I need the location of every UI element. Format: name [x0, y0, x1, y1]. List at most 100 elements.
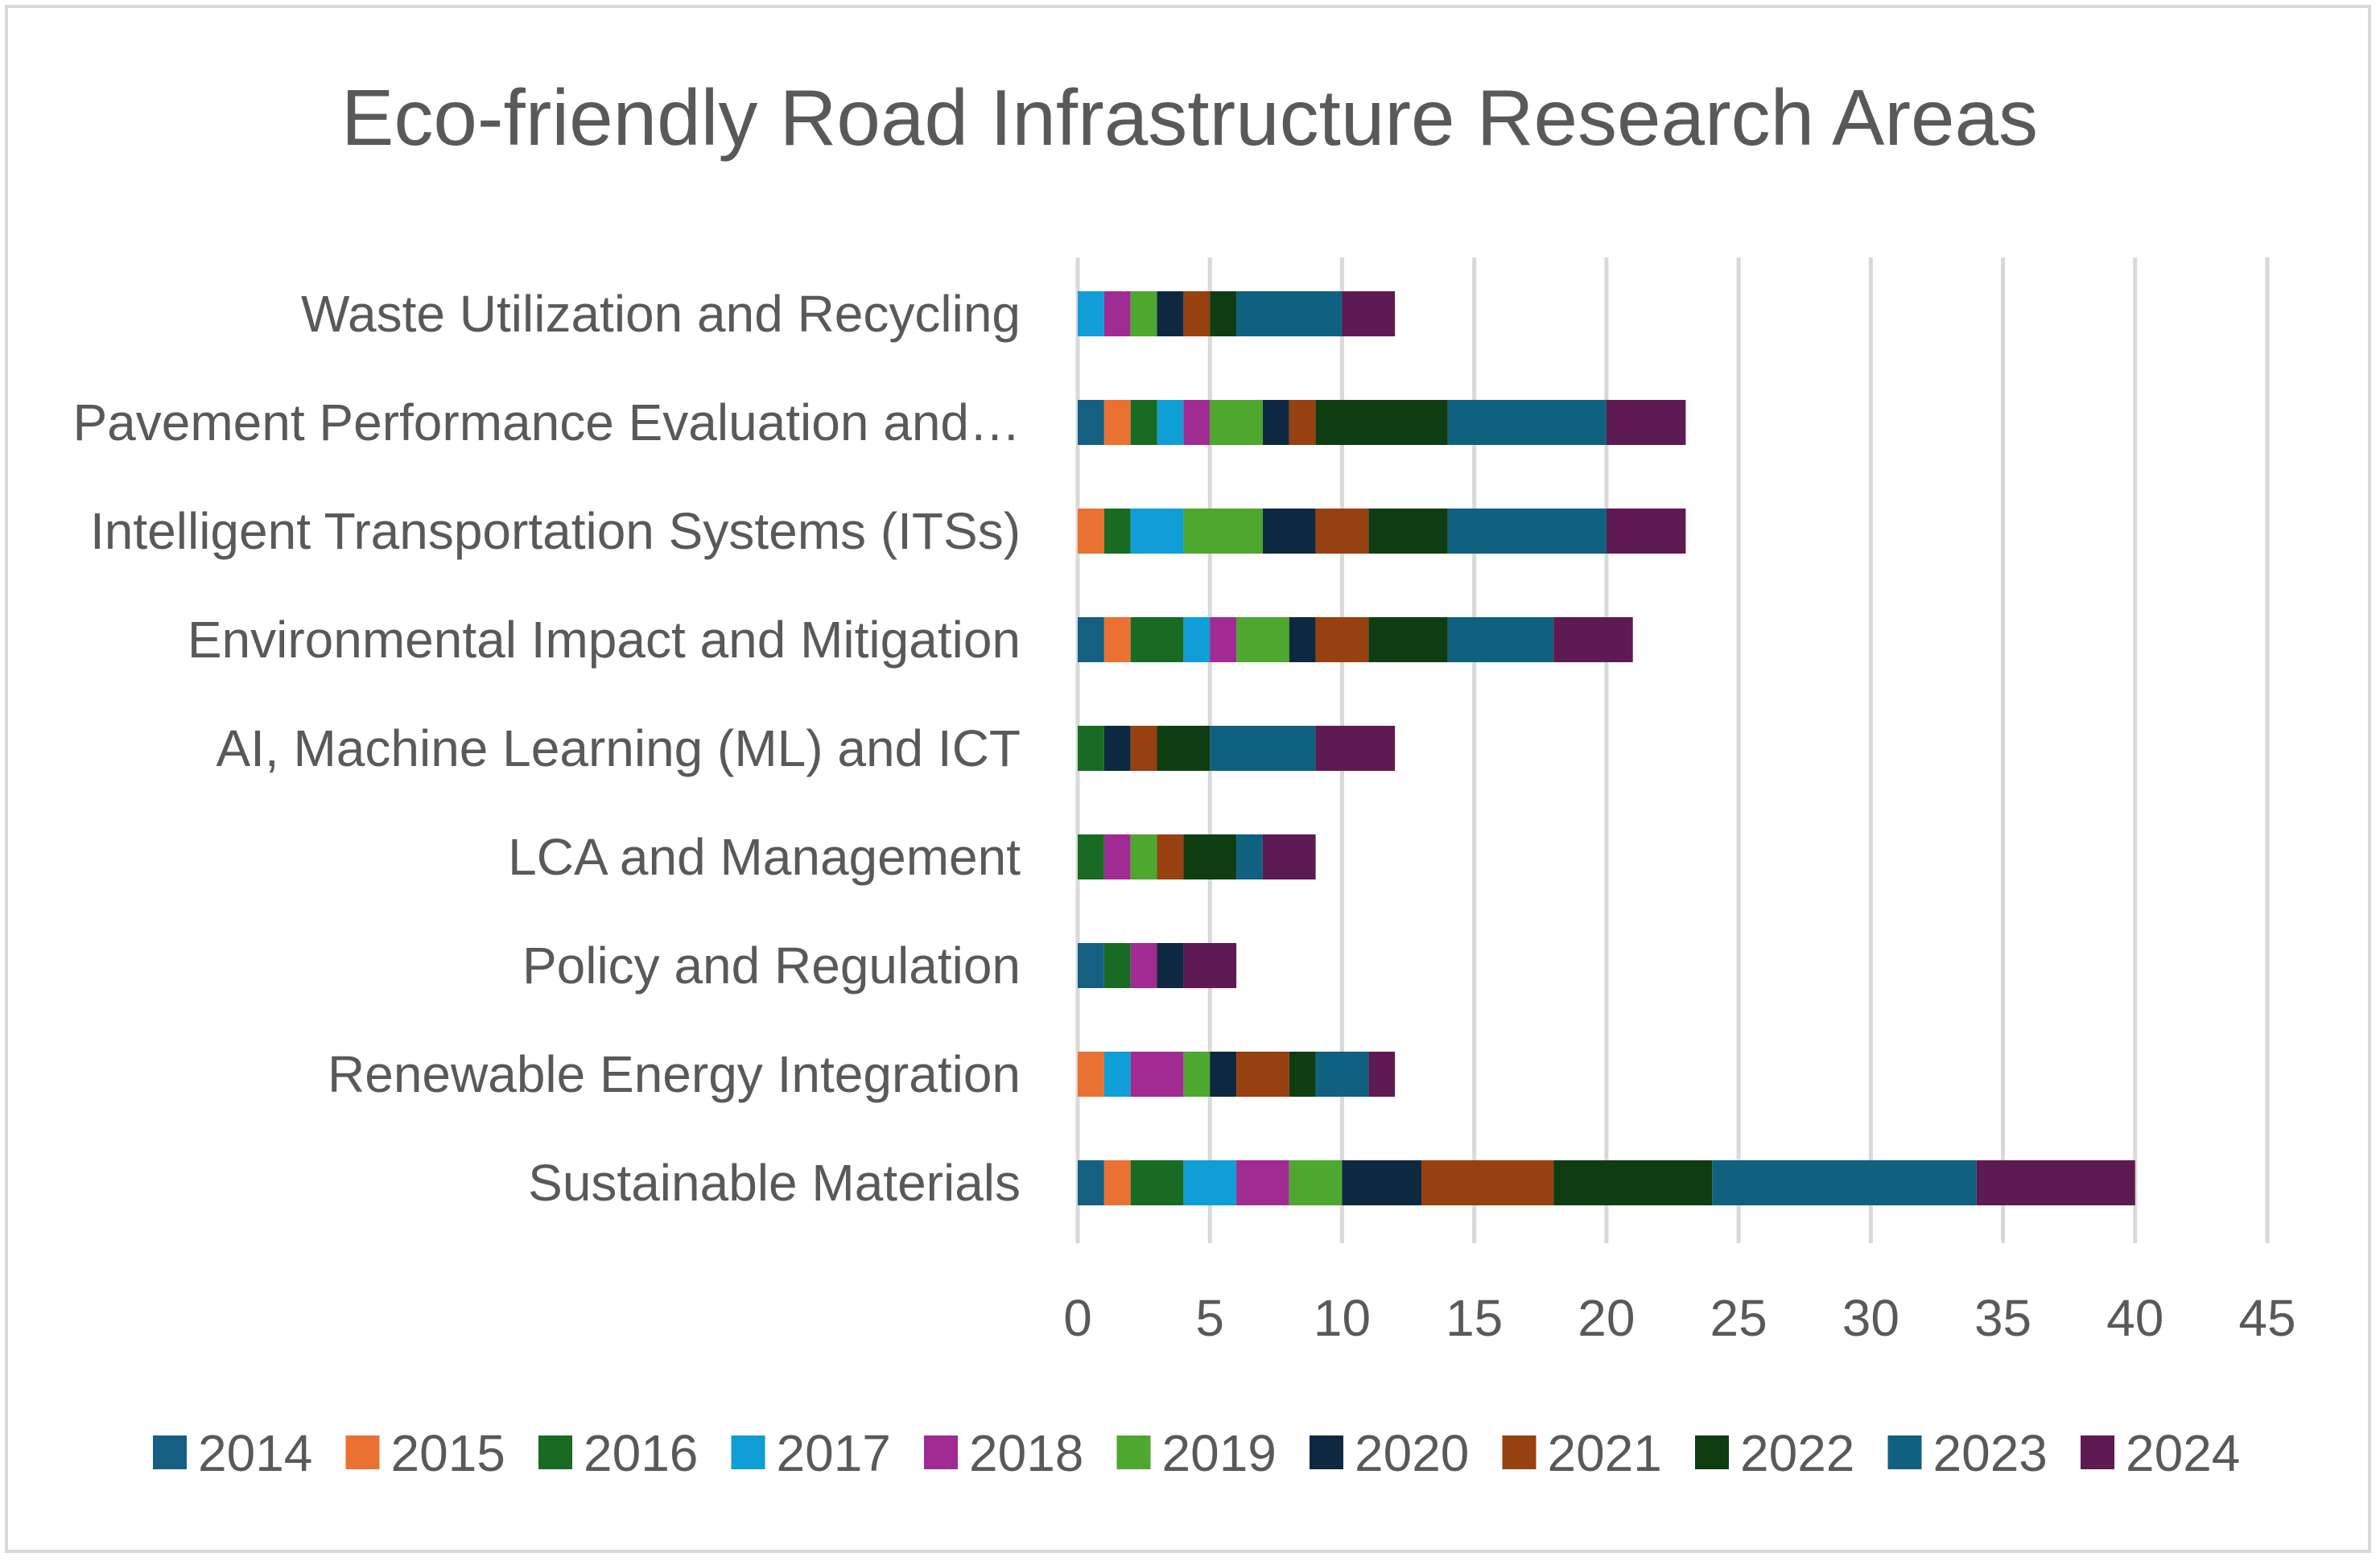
bar-segment-2023: [1712, 1160, 1977, 1205]
bar-segment-2023: [1447, 400, 1607, 445]
bar-segment-2016: [1103, 509, 1131, 554]
bar-segment-2019: [1130, 291, 1157, 336]
bar-segment-2022: [1289, 1052, 1316, 1097]
bar-segment-2020: [1342, 1160, 1421, 1205]
bar-segment-2021: [1130, 726, 1157, 771]
bar-segment-2020: [1262, 509, 1316, 554]
bar-segment-2014: [1078, 943, 1104, 988]
legend-label: 2016: [584, 1424, 698, 1482]
category-label: Intelligent Transportation Systems (ITSs…: [90, 502, 1021, 560]
bar-segment-2020: [1157, 943, 1184, 988]
bar-segment-2014: [1078, 617, 1104, 662]
x-tick-label: 30: [1842, 1289, 1899, 1347]
bar-segment-2024: [1342, 291, 1396, 336]
bar-segment-2023: [1210, 726, 1316, 771]
bar-segment-2022: [1368, 509, 1448, 554]
category-label: Renewable Energy Integration: [328, 1045, 1021, 1103]
bar-segment-2019: [1210, 400, 1263, 445]
bar-segment-2024: [1183, 943, 1237, 988]
bar-segment-2020: [1157, 291, 1184, 336]
category-label: Policy and Regulation: [522, 937, 1021, 995]
legend-swatch-2015: [345, 1435, 380, 1469]
legend-label: 2014: [198, 1424, 312, 1482]
bar-segment-2017: [1130, 509, 1184, 554]
bar-segment-2015: [1078, 509, 1104, 554]
bar-segment-2015: [1103, 400, 1131, 445]
legend-label: 2022: [1740, 1424, 1854, 1482]
bar-segment-2019: [1289, 1160, 1343, 1205]
legend-label: 2015: [391, 1424, 505, 1482]
legend: 2014 2015 2016 2017 2018 2019 2020 2021 2022 2023…: [153, 1424, 2240, 1482]
category-label: Sustainable Materials: [528, 1154, 1021, 1212]
x-tick-label: 25: [1710, 1289, 1767, 1347]
bar-segment-2016: [1130, 1160, 1184, 1205]
bar-segment-2017: [1157, 400, 1184, 445]
bar-segment-2020: [1210, 1052, 1237, 1097]
bar-segment-2022: [1553, 1160, 1713, 1205]
bar-segment-2019: [1183, 1052, 1211, 1097]
bar-segment-2022: [1210, 291, 1237, 336]
bar-segment-2016: [1130, 400, 1157, 445]
legend-label: 2024: [2126, 1424, 2240, 1482]
x-axis-ticks: 0 5 10 15 20 25 30 35 40 45: [1063, 1289, 2295, 1347]
bar-segment-2021: [1236, 1052, 1289, 1097]
bar-segment-2024: [1262, 834, 1316, 879]
legend-swatch-2018: [924, 1435, 958, 1469]
category-label: Waste Utilization and Recycling: [301, 285, 1021, 343]
bar-segment-2021: [1183, 291, 1211, 336]
bar-segment-2019: [1130, 834, 1157, 879]
bar-segment-2018: [1130, 1052, 1184, 1097]
bar-segment-2016: [1103, 943, 1131, 988]
bar-segment-2014: [1078, 1160, 1104, 1205]
bar-segment-2019: [1236, 617, 1289, 662]
bar-segment-2017: [1183, 617, 1211, 662]
chart-frame: [5, 5, 2371, 1553]
x-tick-label: 5: [1195, 1289, 1224, 1347]
bar-segment-2023: [1447, 617, 1554, 662]
x-tick-label: 10: [1314, 1289, 1371, 1347]
category-label: Pavement Performance Evaluation and…: [72, 393, 1021, 451]
bar-segment-2021: [1157, 834, 1184, 879]
legend-swatch-2023: [1887, 1435, 1922, 1469]
legend-swatch-2017: [731, 1435, 765, 1469]
bars: [1078, 291, 2135, 1205]
bar-segment-2022: [1183, 834, 1237, 879]
legend-label: 2017: [777, 1424, 891, 1482]
legend-swatch-2014: [153, 1435, 187, 1469]
bar-segment-2015: [1078, 1052, 1104, 1097]
x-tick-label: 35: [1974, 1289, 2031, 1347]
bar-segment-2023: [1236, 291, 1343, 336]
legend-swatch-2019: [1116, 1435, 1151, 1469]
bar-segment-2018: [1183, 400, 1211, 445]
bar-segment-2024: [1976, 1160, 2135, 1205]
bar-segment-2018: [1103, 834, 1131, 879]
bar-segment-2021: [1315, 509, 1369, 554]
bar-segment-2020: [1262, 400, 1289, 445]
legend-swatch-2020: [1310, 1435, 1343, 1469]
bar-segment-2017: [1183, 1160, 1237, 1205]
legend-label: 2023: [1933, 1424, 2048, 1482]
legend-swatch-2022: [1695, 1435, 1729, 1469]
category-label: AI, Machine Learning (ML) and ICT: [216, 719, 1021, 777]
bar-segment-2018: [1103, 291, 1131, 336]
bar-segment-2024: [1368, 1052, 1396, 1097]
legend-swatch-2024: [2081, 1435, 2114, 1469]
legend-swatch-2021: [1502, 1435, 1536, 1469]
bar-segment-2018: [1130, 943, 1157, 988]
bar-segment-2019: [1183, 509, 1263, 554]
bar-segment-2024: [1553, 617, 1633, 662]
bar-segment-2022: [1157, 726, 1211, 771]
bar-segment-2015: [1103, 617, 1131, 662]
x-tick-label: 40: [2106, 1289, 2163, 1347]
bar-segment-2014: [1078, 400, 1104, 445]
category-labels: Waste Utilization and Recycling Pavement …: [72, 285, 1021, 1212]
x-tick-label: 15: [1446, 1289, 1503, 1347]
chart-title: Eco-friendly Road Infrastructure Researc…: [341, 73, 2038, 162]
bar-segment-2020: [1289, 617, 1316, 662]
bar-segment-2017: [1103, 1052, 1131, 1097]
bar-segment-2024: [1606, 400, 1686, 445]
bar-segment-2023: [1315, 1052, 1369, 1097]
category-label: LCA and Management: [508, 828, 1021, 886]
legend-swatch-2016: [538, 1435, 572, 1469]
